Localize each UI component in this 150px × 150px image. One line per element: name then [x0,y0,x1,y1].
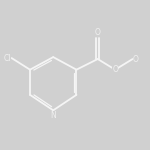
Text: O: O [133,55,139,64]
Text: Cl: Cl [4,54,11,63]
Text: O: O [95,28,101,37]
Text: O: O [133,55,139,64]
Text: O: O [112,65,118,74]
Text: N: N [50,111,56,120]
